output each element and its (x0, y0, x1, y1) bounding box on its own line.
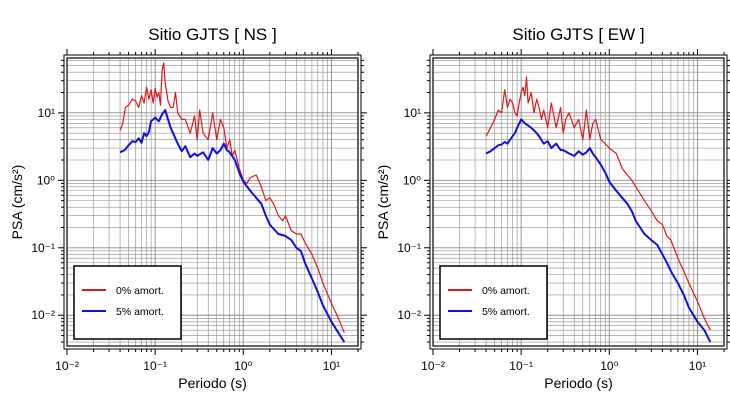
x-axis-label: Periodo (s) (178, 375, 246, 391)
chart-title: Sitio GJTS [ EW ] (512, 25, 644, 44)
legend-label: 5% amort. (116, 306, 164, 318)
x-tick-label: 10⁻² (421, 359, 445, 373)
chart-ew: 10⁻² 10⁻¹ 10⁰ 10¹ 10⁻² 10⁻¹ 10⁰ 10¹ Sitio GJTS [… (375, 25, 730, 391)
y-tick-label: 10¹ (38, 106, 55, 120)
y-tick-label: 10⁻² (397, 308, 421, 322)
x-tick-label: 10¹ (323, 359, 340, 373)
y-tick-label: 10⁻¹ (31, 241, 55, 255)
plot-frame-outer (63, 54, 362, 350)
y-axis-label: PSA (cm/s²) (375, 165, 391, 240)
legend-box (73, 265, 182, 340)
legend: 0% amort. 5% amort. (73, 265, 182, 340)
legend-label: 0% amort. (116, 285, 164, 297)
y-tick-label: 10⁻¹ (397, 241, 421, 255)
y-tick-label: 10⁻² (31, 308, 55, 322)
x-tick-label: 10⁻² (55, 359, 79, 373)
series-line-damped (119, 109, 346, 343)
chart-title: Sitio GJTS [ NS ] (148, 25, 276, 44)
y-tick-label: 10⁰ (37, 173, 55, 187)
legend: 0% amort. 5% amort. (439, 265, 548, 340)
ticks (58, 49, 367, 355)
grid (67, 58, 358, 346)
x-tick-label: 10⁻¹ (143, 359, 167, 373)
legend-label: 0% amort. (482, 285, 530, 297)
series-line-damped (485, 118, 712, 343)
x-tick-label: 10⁰ (600, 359, 618, 373)
x-tick-label: 10¹ (689, 359, 706, 373)
plot-frame (432, 57, 725, 347)
x-axis-label: Periodo (s) (544, 375, 612, 391)
legend-label: 5% amort. (482, 306, 530, 318)
x-tick-label: 10⁰ (234, 359, 252, 373)
legend-box (439, 265, 548, 340)
x-tick-label: 10⁻¹ (509, 359, 533, 373)
series-line-undamped (119, 62, 345, 334)
y-tick-label: 10⁰ (403, 173, 421, 187)
y-axis-label: PSA (cm/s²) (9, 165, 25, 240)
chart-ns: 10⁻² 10⁻¹ 10⁰ 10¹ 10⁻² 10⁻¹ 10⁰ 10¹ Sitio GJTS [… (9, 25, 367, 391)
series-line-undamped (485, 76, 711, 331)
plot-frame-outer (429, 54, 728, 350)
y-tick-label: 10¹ (404, 106, 421, 120)
plot-frame (66, 57, 359, 347)
